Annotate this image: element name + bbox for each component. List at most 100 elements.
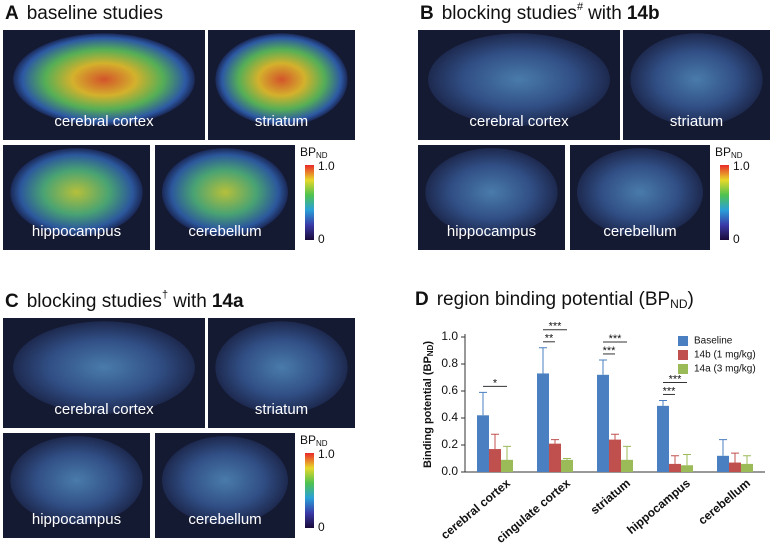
brain-uptake [428, 33, 610, 126]
colorbar [305, 453, 314, 528]
region-label: striatum [255, 401, 308, 418]
colorbar-label-sub: ND [316, 151, 328, 160]
y-axis-label-sub: ND [426, 344, 435, 356]
region-label: cerebral cortex [469, 113, 569, 130]
error-bar [479, 391, 487, 416]
bar [537, 373, 549, 472]
region-label: hippocampus [32, 511, 121, 528]
significance-label: *** [669, 373, 683, 385]
bar [681, 465, 693, 472]
bar [657, 405, 669, 472]
colorbar-max: 1.0 [733, 159, 750, 173]
colorbar [720, 165, 729, 240]
error-bar [743, 455, 751, 464]
y-axis-label-end: ) [422, 341, 434, 345]
title-superscript: † [162, 289, 168, 301]
legend-label: 14a (3 mg/kg) [694, 364, 756, 375]
region-label: hippocampus [32, 223, 121, 240]
y-tick-label: 0.8 [441, 356, 458, 370]
significance-label: *** [609, 333, 623, 345]
bar [561, 459, 573, 472]
legend-swatch [678, 350, 688, 360]
error-bar [731, 452, 739, 463]
legend-swatch [678, 364, 688, 374]
bar [621, 459, 633, 472]
panel-letter: A [5, 3, 19, 24]
bar [597, 374, 609, 472]
x-tick-label: hippocampus [624, 476, 693, 537]
brain-uptake [577, 148, 703, 237]
brain-uptake [13, 321, 195, 414]
bar [489, 449, 501, 472]
error-bar [599, 359, 607, 375]
y-tick-label: 0.6 [441, 383, 458, 397]
colorbar-label-main: BP [715, 145, 731, 159]
colorbar-min: 0 [733, 232, 740, 246]
error-bar [551, 439, 559, 444]
colorbar-max: 1.0 [318, 159, 335, 173]
region-label: hippocampus [447, 223, 536, 240]
y-tick-label: 0.4 [441, 410, 458, 424]
y-tick-label: 0.0 [441, 464, 458, 478]
region-label: cerebellum [188, 223, 261, 240]
chart-title-text: region binding potential (BP [437, 289, 670, 310]
panel-title-text: baseline studies [27, 3, 163, 24]
brain-uptake [630, 33, 763, 126]
error-bar [539, 347, 547, 374]
colorbar-min: 0 [318, 232, 325, 246]
x-tick-label: striatum [588, 476, 633, 517]
compound: 14b [627, 3, 660, 24]
colorbar-label: BPND [300, 433, 328, 448]
brain-uptake [215, 321, 348, 414]
error-bar [683, 453, 691, 466]
compound: 14a [212, 291, 244, 312]
colorbar-label-main: BP [300, 433, 316, 447]
bar [549, 443, 561, 472]
y-tick-label: 1.0 [441, 329, 458, 343]
title-with: with [172, 291, 207, 312]
colorbar-max: 1.0 [318, 447, 335, 461]
error-bar [719, 439, 727, 456]
panel-letter: C [5, 291, 19, 312]
colorbar-label-sub: ND [731, 151, 743, 160]
significance-label: * [493, 377, 498, 389]
error-bar [491, 433, 499, 450]
region-label: cerebral cortex [54, 113, 154, 130]
legend-label: Baseline [694, 336, 733, 347]
bar [729, 462, 741, 472]
region-label: cerebellum [603, 223, 676, 240]
error-bar [503, 445, 511, 460]
bar [477, 415, 489, 472]
brain-uptake [10, 436, 143, 525]
significance-label: *** [549, 321, 563, 333]
significance-label: *** [603, 345, 617, 357]
brain-uptake [425, 148, 558, 237]
error-bar [611, 433, 619, 440]
title-with: with [587, 3, 622, 24]
region-label: striatum [255, 113, 308, 130]
panel-title-text: blocking studies [442, 3, 577, 24]
x-tick-label: cerebellum [695, 476, 753, 527]
legend-swatch [678, 336, 688, 346]
brain-uptake [13, 33, 195, 126]
brain-uptake [162, 436, 288, 525]
panel-title-text: blocking studies [27, 291, 162, 312]
colorbar-label: BPND [715, 145, 743, 160]
significance-label: *** [663, 385, 677, 397]
significance-label: ** [545, 333, 554, 345]
region-label: striatum [670, 113, 723, 130]
colorbar-min: 0 [318, 520, 325, 534]
error-bar [659, 399, 667, 406]
bar [741, 463, 753, 472]
chart-letter: D [415, 289, 429, 310]
region-label: cerebral cortex [54, 401, 154, 418]
colorbar [305, 165, 314, 240]
chart-title-sub: ND [670, 297, 688, 311]
y-tick-label: 0.2 [441, 437, 458, 451]
